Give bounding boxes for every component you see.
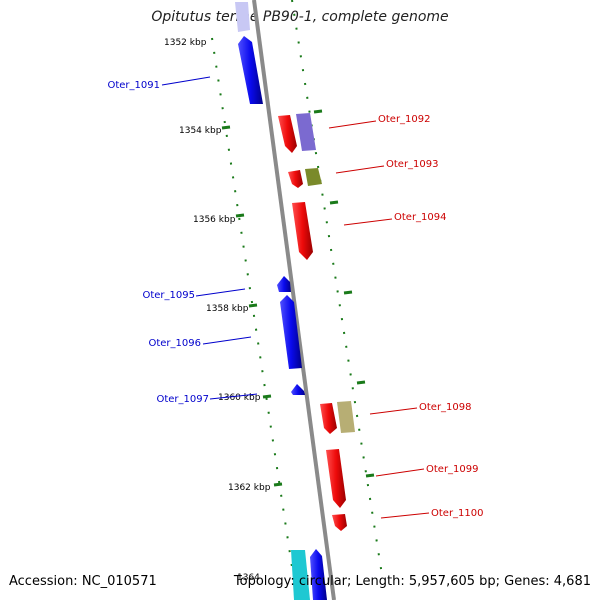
feature-oter-1097 xyxy=(291,384,305,395)
accession-text: Accession: NC_010571 xyxy=(9,574,157,589)
feature-oter-1091 xyxy=(238,36,263,104)
plus-strand-features xyxy=(278,113,355,531)
ruler-label: 1362 kbp xyxy=(228,483,271,493)
gene-label[interactable]: Oter_1092 xyxy=(378,114,431,125)
ruler-label: 1360 kbp xyxy=(218,393,261,403)
feature-oter-1094 xyxy=(292,202,313,260)
ruler-label: 1354 kbp xyxy=(179,126,222,136)
feature-oter-1099 xyxy=(326,449,346,508)
feature-oter-1098-match xyxy=(337,401,355,433)
gene-label[interactable]: Oter_1095 xyxy=(142,290,195,301)
gene-label[interactable]: Oter_1100 xyxy=(431,508,484,519)
map-title: Opitutus terrae PB90-1, complete genome xyxy=(151,9,449,25)
feature-oter-1093-red xyxy=(288,170,303,188)
feature-oter-1100 xyxy=(332,514,347,531)
feature-oter-1093-match xyxy=(305,168,322,186)
gene-label[interactable]: Oter_1099 xyxy=(426,464,479,475)
feature-cyan xyxy=(291,550,310,600)
ruler-label: 1364 xyxy=(237,573,260,583)
ruler-label: 1358 kbp xyxy=(206,304,249,314)
gene-label[interactable]: Oter_1097 xyxy=(156,394,209,405)
feature-lavender xyxy=(235,2,250,32)
feature-oter-1092-red xyxy=(278,115,297,153)
gene-label[interactable]: Oter_1098 xyxy=(419,402,472,413)
genome-backbone xyxy=(252,0,336,600)
gene-label[interactable]: Oter_1094 xyxy=(394,212,447,223)
gene-label[interactable]: Oter_1093 xyxy=(386,159,439,170)
feature-oter-1092-match xyxy=(296,113,316,151)
gene-label[interactable]: Oter_1091 xyxy=(107,80,160,91)
major-ticks xyxy=(221,109,375,487)
genome-summary-text: Topology: circular; Length: 5,957,605 bp… xyxy=(233,574,591,589)
feature-bottom-blue xyxy=(310,549,327,600)
minus-strand-features xyxy=(235,2,327,600)
feature-oter-1098-red xyxy=(320,403,337,434)
ruler-label: 1352 kbp xyxy=(164,38,207,48)
feature-oter-1096 xyxy=(280,295,302,369)
feature-oter-1095 xyxy=(277,276,291,292)
leader-lines xyxy=(161,76,430,519)
ruler-label: 1356 kbp xyxy=(193,215,236,225)
gene-label[interactable]: Oter_1096 xyxy=(148,338,201,349)
